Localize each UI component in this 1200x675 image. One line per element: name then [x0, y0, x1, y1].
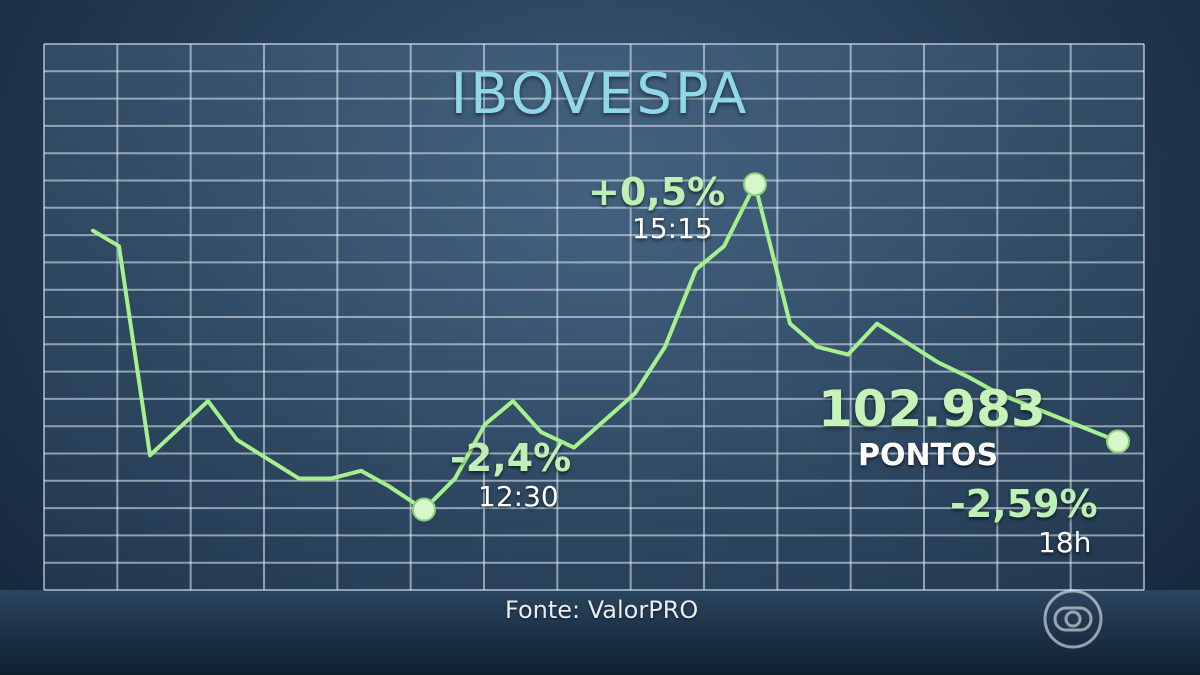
broadcaster-logo: [1043, 589, 1103, 649]
annotation-low-pct: -2,4%: [450, 436, 572, 480]
marker-point-0: [412, 497, 436, 522]
chart-markers: [412, 172, 1130, 522]
annotation-close-time: 18h: [1038, 526, 1092, 559]
close-unit: PONTOS: [858, 438, 999, 473]
chart-grid: [43, 43, 1145, 591]
annotation-close-pct: -2,59%: [950, 482, 1098, 526]
chart-title: IBOVESPA: [450, 62, 750, 127]
close-value: 102.983: [818, 380, 1046, 438]
annotation-high-time: 15:15: [632, 212, 713, 245]
series-line: [91, 182, 1120, 512]
marker-point-2: [1106, 429, 1130, 454]
annotation-low-time: 12:30: [478, 480, 559, 513]
annotation-high-pct: +0,5%: [588, 170, 726, 214]
source-credit: Fonte: ValorPRO: [505, 596, 699, 624]
floor-backdrop: [0, 590, 1200, 675]
marker-point-1: [743, 172, 767, 197]
